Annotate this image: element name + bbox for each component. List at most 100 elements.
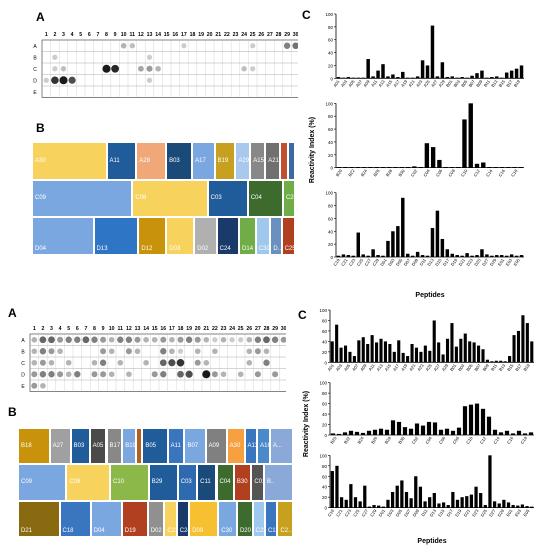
x-tick-label: C21 — [340, 257, 349, 267]
treemap-cell: C03 — [207, 179, 248, 218]
x-tick-label: C19 — [332, 257, 341, 267]
x-tick-label: B26 — [370, 435, 379, 445]
blot-spot — [238, 337, 244, 343]
y-tick-label: 40 — [328, 140, 334, 145]
column-label: 12 — [126, 326, 132, 332]
blot-spot — [74, 336, 81, 343]
column-label: 21 — [203, 326, 209, 332]
y-axis-title: Reactivity Index (%) — [309, 117, 316, 183]
bar — [428, 350, 432, 363]
bar — [499, 167, 505, 168]
blot-spot — [246, 359, 253, 366]
blot-spot — [31, 371, 38, 378]
blot-spot — [65, 336, 72, 343]
bar — [349, 484, 353, 508]
blot-spot — [292, 42, 298, 50]
bar — [370, 335, 374, 363]
y-tick-label: 60 — [328, 38, 334, 43]
blot-spot — [160, 371, 167, 378]
blot-spot — [151, 371, 158, 378]
x-tick-label: C16 — [506, 435, 515, 445]
column-label: 19 — [198, 32, 204, 38]
y-tick-label: 100 — [319, 308, 327, 313]
column-label: 4 — [71, 32, 74, 38]
bar — [425, 65, 430, 79]
bar — [521, 315, 525, 363]
x-tick-label: B11 — [490, 362, 499, 371]
treemap-cell-label: D12 — [141, 245, 153, 252]
blot-spot — [40, 382, 46, 389]
y-tick-label: 80 — [328, 204, 334, 209]
y-tick-label: 20 — [322, 423, 328, 428]
bar — [440, 62, 445, 79]
bar — [450, 76, 454, 79]
row-label: B — [33, 55, 37, 61]
y-tick-label: 40 — [328, 51, 334, 56]
column-label: 8 — [105, 32, 108, 38]
x-tick-label: D23 — [471, 508, 480, 518]
bar — [520, 504, 525, 508]
treemap-cell: B07 — [184, 428, 206, 465]
treemap-cell-label: B05 — [145, 443, 157, 450]
treemap-cell: C24 — [216, 217, 240, 255]
x-tick-label: A21 — [408, 362, 417, 372]
column-label: 30 — [293, 32, 298, 38]
bar — [530, 506, 534, 508]
blot-spot — [168, 359, 176, 367]
blot-spot — [108, 336, 115, 343]
blot-spot — [138, 65, 144, 72]
y-tick-label: 80 — [328, 25, 334, 30]
blot-spot — [202, 370, 211, 379]
x-tick-label: B07 — [468, 78, 477, 88]
bar — [426, 421, 432, 435]
bar — [525, 506, 529, 508]
bar — [514, 255, 519, 257]
treemap-cell-label: A28 — [139, 157, 150, 164]
blot-spot — [143, 359, 149, 366]
bar — [360, 432, 366, 435]
column-label: 26 — [258, 32, 264, 38]
treemap-cell: C09 — [32, 179, 133, 218]
blot-spot — [134, 336, 141, 343]
treemap-top: A30 A11 A28 B03 A17 B19 A29 A15 A21 C09 C08 C03 C04 C… — [32, 142, 295, 255]
x-tick-label: B28 — [384, 435, 393, 445]
bar — [516, 430, 522, 435]
x-tick-label: C04 — [422, 168, 431, 178]
column-label: 23 — [221, 326, 227, 332]
blot-spot — [91, 359, 98, 366]
bar — [374, 167, 379, 168]
x-tick-label: E01 — [497, 257, 506, 267]
bar — [456, 167, 461, 168]
blot-spot — [91, 371, 98, 378]
column-label: 29 — [284, 32, 290, 38]
treemap-cell-label: B30 — [236, 479, 248, 486]
treemap-cell: B17 — [106, 428, 123, 465]
bar — [344, 499, 348, 508]
x-tick-label: B01 — [445, 78, 454, 88]
x-tick-label: D19 — [454, 508, 463, 518]
column-label: 13 — [135, 326, 141, 332]
blot-spot — [185, 336, 193, 343]
treemap-cell-label: D09 — [192, 527, 204, 534]
bar — [386, 499, 390, 508]
blot-spot — [51, 76, 59, 85]
treemap-cell: C09 — [18, 464, 67, 501]
treemap-cell-label: A... — [272, 443, 282, 450]
x-tick-label: D01 — [379, 257, 388, 267]
bar — [408, 428, 414, 435]
bar — [516, 505, 520, 508]
blot-spot — [177, 348, 184, 354]
bar — [405, 167, 411, 168]
bar — [423, 345, 427, 363]
treemap-cell-label: B17 — [109, 443, 121, 450]
bar — [366, 255, 370, 257]
column-label: 18 — [178, 326, 184, 332]
x-tick-label: C06 — [435, 168, 444, 178]
column-label: 6 — [88, 32, 91, 38]
treemap-cell: C19 — [264, 500, 278, 537]
blot-spot — [39, 359, 46, 366]
bar — [371, 76, 375, 79]
x-tick-label: C18 — [520, 435, 529, 445]
blot-spot — [177, 336, 184, 343]
x-tick-label: C18 — [510, 168, 519, 178]
